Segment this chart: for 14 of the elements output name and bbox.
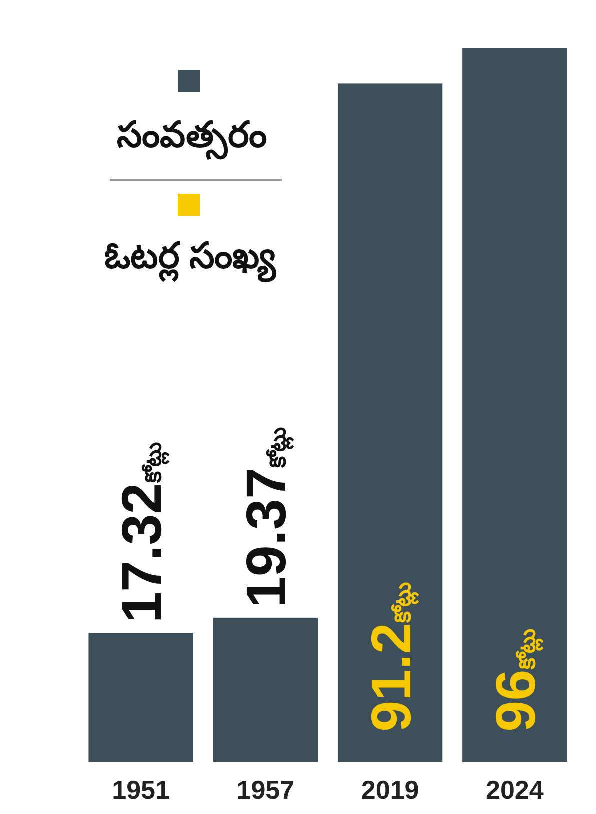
data-label: 91.2కోట్లు — [359, 582, 422, 732]
bar — [338, 84, 443, 762]
bar — [213, 618, 318, 762]
bar — [88, 633, 194, 762]
bar — [462, 48, 568, 762]
data-label: 17.32కోట్లు — [110, 442, 174, 624]
data-label: 96కోట్లు — [484, 628, 547, 732]
data-label: 19.37కోట్లు — [234, 426, 298, 608]
x-tick-label: 1951 — [112, 775, 170, 805]
x-tick-label: 1957 — [236, 775, 295, 805]
annotation: ఓటర్ల సంఖ్య — [104, 235, 278, 283]
legend-label: సంవత్సరం — [117, 114, 267, 161]
x-tick-label: 2019 — [361, 775, 420, 805]
x-tick-label: 2024 — [486, 775, 544, 805]
